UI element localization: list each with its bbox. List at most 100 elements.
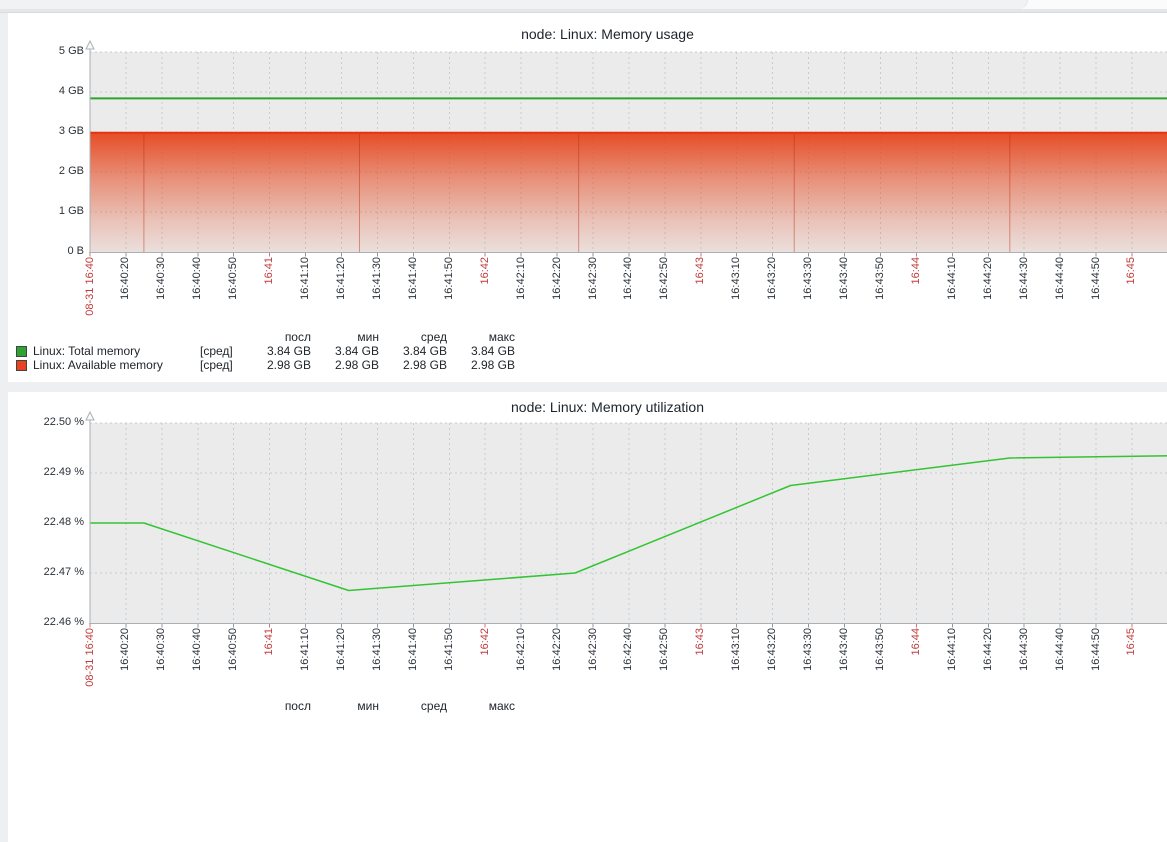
x-axis-label: 16:41:10 [299,257,312,300]
x-axis-label: 16:44:20 [981,257,994,300]
legend-value: 3.84 GB [402,344,447,358]
plot-svg [85,411,1167,628]
x-axis-label: 16:44 [909,257,922,285]
y-axis-label: 22.47 % [43,566,84,578]
x-axis-label: 16:43:10 [730,628,743,671]
x-axis-label: 16:41:50 [442,257,455,300]
legend-header-cell: сред [420,330,447,344]
legend-header-cell: макс [488,699,515,713]
x-axis-label: 16:42 [478,257,491,285]
x-axis-label: 16:40:30 [155,628,168,671]
x-axis-label: 16:44 [909,628,922,656]
y-axis-label: 22.50 % [43,416,84,428]
legend-color-swatch [16,346,27,357]
legend-value: 2.98 GB [334,358,379,372]
graph-panel-memory-usage: node: Linux: Memory usage 5 GB 4 GB 3 GB 2 … [8,13,1167,382]
x-axis-label: 16:42:40 [622,628,635,671]
x-axis-label: 16:43:40 [838,257,851,300]
x-axis-label: 16:43:50 [873,628,886,671]
x-axis-label: 16:44:30 [1017,628,1030,671]
legend-value: 2.98 GB [266,358,311,372]
legend-function-label: [сред] [200,358,233,372]
x-axis-label: 16:45 [1125,257,1138,285]
x-axis-label: 16:43:20 [766,628,779,671]
toolbar-surface [0,0,1028,9]
y-axis-label: 5 GB [58,45,84,57]
x-axis-label: 16:41:40 [406,257,419,300]
legend-header-cell: мин [357,699,379,713]
x-axis-label: 16:43:50 [873,257,886,300]
legend-header-cell: сред [420,699,447,713]
legend-header-cell: макс [488,330,515,344]
x-axis-label: 16:42:10 [514,257,527,300]
x-axis-label: 16:43:40 [838,628,851,671]
x-axis-label: 16:41:40 [406,628,419,671]
x-axis-label: 16:43 [694,257,707,285]
x-axis-label: 16:41:20 [335,628,347,671]
x-axis-label: 16:40:40 [191,257,204,300]
x-axis-label: 16:41 [263,628,276,656]
y-axis-label: 3 GB [58,125,84,137]
x-axis-label: 16:43 [694,628,707,656]
legend-header-cell: посл [284,699,311,713]
x-axis-label: 16:42:50 [658,257,671,300]
x-axis-label: 16:45 [1125,628,1138,656]
x-axis-label: 16:44:10 [945,628,958,671]
x-axis-label: 16:40:50 [227,257,240,300]
plot-svg [85,40,1167,257]
toolbar-divider [0,9,1167,13]
x-axis-label: 16:40:40 [191,628,204,671]
x-axis-label: 16:43:30 [802,628,815,671]
x-axis-label: 16:44:50 [1089,628,1102,671]
x-axis-label: 16:44:10 [945,257,958,300]
legend-value: 3.84 GB [334,344,379,358]
x-axis-label: 16:43:30 [802,257,815,300]
x-axis-label: 16:44:40 [1053,628,1066,671]
x-axis-label: 16:40:50 [227,628,240,671]
legend-color-swatch [16,360,27,371]
y-axis-label: 1 GB [58,205,84,217]
y-axis-label: 4 GB [58,85,84,97]
legend-value: 2.98 GB [470,358,515,372]
x-axis-label: 16:43:10 [730,257,743,300]
legend-series-label: Linux: Available memory [33,358,163,372]
x-axis-label: 16:40:30 [155,257,168,300]
memory-utilization-graph[interactable]: 22.50 % 22.49 % 22.48 % 22.47 % 22.46 % 08-31… [8,392,1167,842]
top-toolbar [0,0,1167,13]
x-axis-label: 16:42:30 [586,628,599,671]
legend-value: 2.98 GB [402,358,447,372]
x-axis-label: 16:42 [478,628,491,656]
y-axis-label: 2 GB [58,165,84,177]
x-axis-label: 08-31 16:40 [83,628,96,687]
x-axis-label: 16:42:20 [550,628,563,671]
x-axis-label: 16:41:30 [370,628,383,671]
x-axis-label: 16:44:50 [1089,257,1102,300]
x-axis-label: 16:40:20 [119,628,132,671]
x-axis-label: 16:42:10 [514,628,527,671]
x-axis-label: 16:42:40 [622,257,635,300]
y-axis-label: 22.48 % [43,516,84,528]
memory-usage-graph[interactable]: 5 GB 4 GB 3 GB 2 GB 1 GB 0 B 08-31 16:40 16:40:… [8,13,1167,382]
x-axis-label: 16:43:20 [766,257,779,300]
chart-title-memory-usage: node: Linux: Memory usage [521,26,694,42]
legend-series-label: Linux: Total memory [33,344,141,358]
x-axis-label: 16:40:20 [119,257,132,300]
y-axis-label: 22.49 % [43,466,84,478]
x-axis-label: 16:42:20 [550,257,563,300]
y-axis-label: 0 B [67,245,84,257]
x-axis-label: 16:41:20 [335,257,347,300]
x-axis-label: 08-31 16:40 [83,257,96,316]
legend-value: 3.84 GB [266,344,311,358]
legend-header-cell: мин [357,330,379,344]
x-axis-label: 16:42:30 [586,257,599,300]
chart-title-memory-utilization: node: Linux: Memory utilization [511,399,704,415]
x-axis-label: 16:41 [263,257,276,285]
y-axis-label: 22.46 % [43,616,84,628]
x-axis-label: 16:42:50 [658,628,671,671]
x-axis-label: 16:41:50 [442,628,455,671]
legend-value: 3.84 GB [470,344,515,358]
x-axis-label: 16:44:20 [981,628,994,671]
x-axis-label: 16:44:40 [1053,257,1066,300]
graph-panel-memory-utilization: node: Linux: Memory utilization 22.50 % 2… [8,392,1167,842]
legend-header-cell: посл [284,330,311,344]
